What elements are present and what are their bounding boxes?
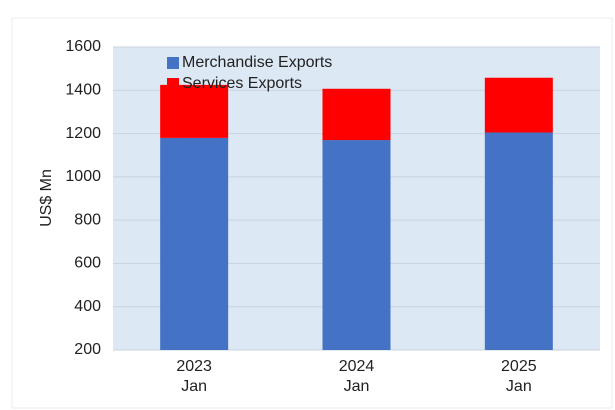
bar-segment (322, 88, 391, 141)
y-tick-label: 400 (74, 298, 101, 315)
legend-label: Services Exports (182, 75, 302, 92)
legend-swatch (167, 57, 179, 69)
x-tick-label: 2025 Jan (501, 358, 537, 395)
bar-segment (322, 140, 391, 350)
bar-segment (484, 77, 553, 133)
y-tick-label: 1400 (65, 82, 101, 99)
y-tick-label: 200 (74, 341, 101, 358)
y-tick-label: 1600 (65, 38, 101, 55)
y-tick-label: 1000 (65, 168, 101, 185)
x-tick-label: 2024 Jan (338, 358, 375, 395)
x-tick-label: 2023 Jan (176, 358, 212, 395)
y-tick-label: 600 (74, 255, 101, 272)
y-tick-label: 800 (74, 211, 101, 228)
bar-segment (160, 137, 229, 350)
legend-label: Merchandise Exports (182, 54, 332, 71)
bar-segment (484, 132, 553, 350)
y-tick-label: 1200 (65, 125, 101, 142)
bar-segment (160, 84, 229, 138)
frame (11, 17, 613, 409)
legend-swatch (167, 78, 179, 90)
y-axis-label: US$ Mn (38, 169, 55, 227)
